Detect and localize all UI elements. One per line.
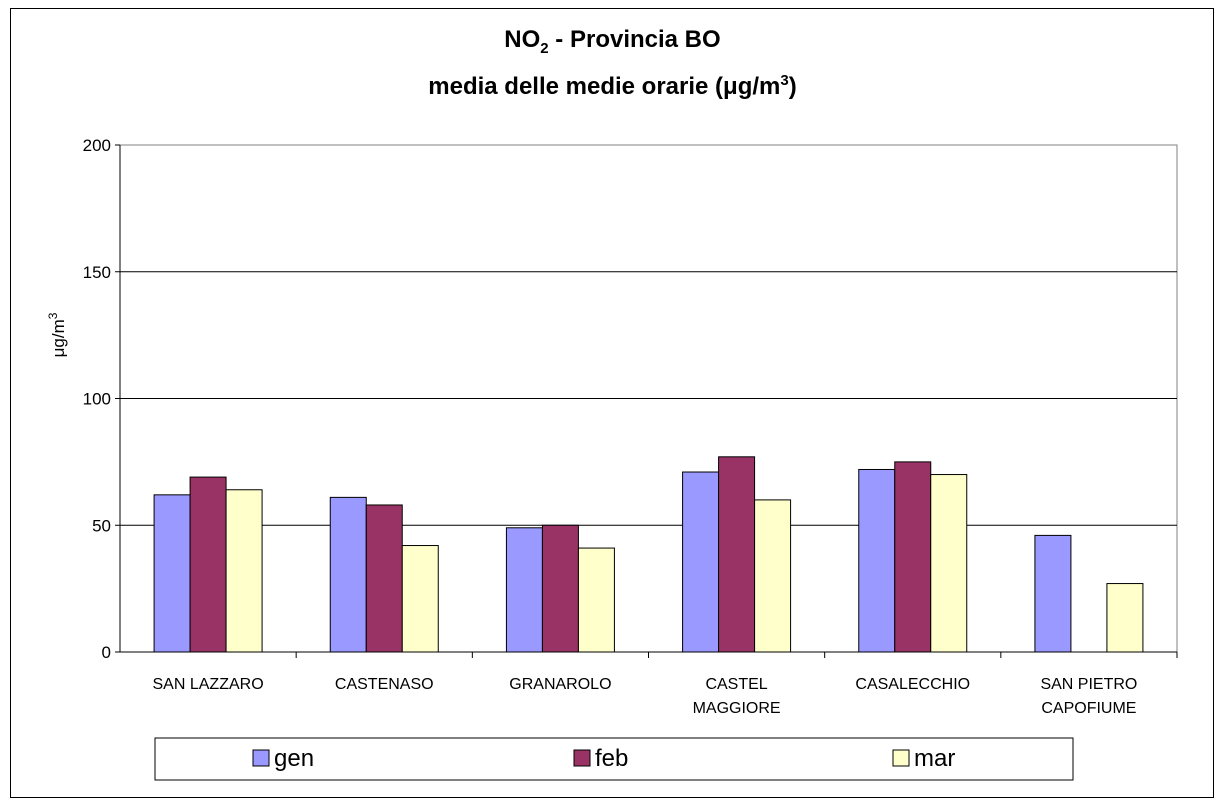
x-tick-label: CASALECCHIO bbox=[855, 676, 970, 693]
bar-gen bbox=[153, 494, 191, 653]
bar-mar bbox=[225, 489, 263, 653]
y-tick-label: 50 bbox=[92, 516, 111, 535]
bar-gen bbox=[329, 496, 367, 653]
bar-feb bbox=[189, 476, 227, 653]
bar-feb bbox=[894, 461, 932, 653]
bar-feb bbox=[718, 456, 756, 653]
grid-lines bbox=[119, 144, 1178, 653]
legend-label-gen: gen bbox=[274, 745, 314, 772]
x-tick-label: CASTEL MAGGIORE bbox=[693, 676, 781, 717]
chart-title: NO2 - Provincia BO bbox=[504, 26, 721, 57]
x-tick-label: SAN PIETRO CAPOFIUME bbox=[1040, 676, 1137, 717]
chart-frame bbox=[10, 8, 1214, 798]
bar-mar bbox=[754, 499, 792, 653]
legend-swatch-gen bbox=[252, 749, 270, 767]
chart-subtitle: media delle medie orarie (μg/m3) bbox=[428, 72, 797, 100]
bars bbox=[153, 456, 1144, 653]
bar-gen bbox=[505, 527, 543, 653]
bar-mar bbox=[401, 545, 439, 653]
y-tick-label: 100 bbox=[83, 390, 111, 409]
legend: gen feb mar bbox=[154, 737, 1074, 781]
x-tick-label: SAN LAZZARO bbox=[153, 676, 264, 693]
x-tick-label: GRANAROLO bbox=[509, 676, 611, 693]
bar-gen bbox=[858, 468, 896, 653]
bar-gen bbox=[1034, 534, 1072, 653]
legend-box bbox=[154, 737, 1074, 781]
legend-label-mar: mar bbox=[914, 745, 955, 772]
x-tick-label: CASTENASO bbox=[335, 676, 434, 693]
y-tick-label: 200 bbox=[83, 136, 111, 155]
y-tick-label: 150 bbox=[83, 263, 111, 282]
y-tick-label: 0 bbox=[102, 643, 111, 662]
legend-swatch-feb bbox=[573, 749, 591, 767]
bar-gen bbox=[682, 471, 720, 653]
y-axis-label: μg/m3 bbox=[46, 312, 68, 357]
x-axis-labels: SAN LAZZARO CASTENASO GRANAROLO CASTEL MAGGI… bbox=[153, 652, 1178, 717]
legend-swatch-mar bbox=[892, 749, 910, 767]
bar-feb bbox=[541, 524, 579, 653]
bar-mar bbox=[930, 474, 968, 653]
bar-feb bbox=[365, 504, 403, 653]
legend-label-feb: feb bbox=[595, 745, 628, 772]
bar-mar bbox=[1106, 583, 1144, 653]
bar-mar bbox=[577, 547, 615, 653]
